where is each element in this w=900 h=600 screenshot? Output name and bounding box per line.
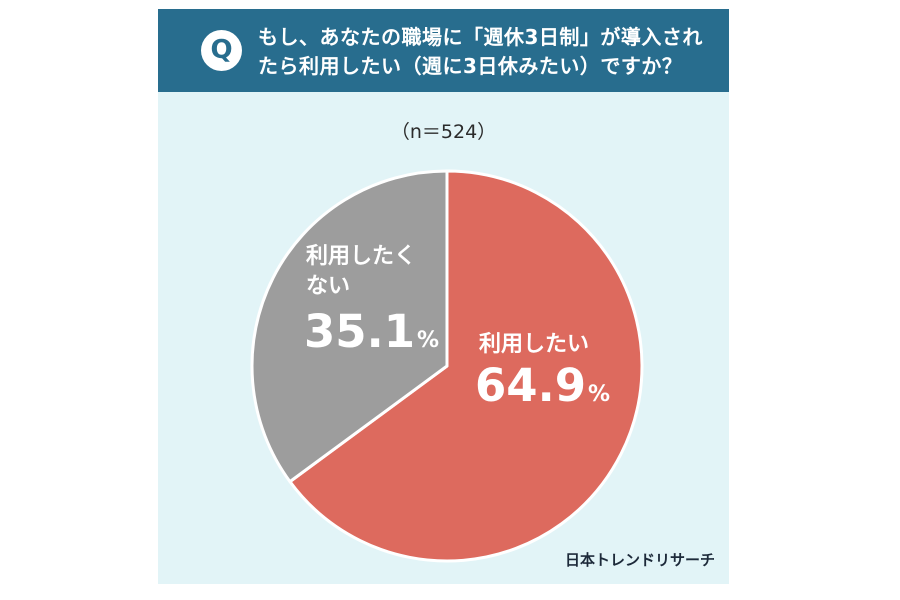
slice-value-use-number: 64.9 (475, 359, 587, 412)
slice-value-not-use: 35.1% (304, 305, 439, 358)
slice-value-use-unit: % (588, 382, 611, 407)
sample-size: （n＝524） (390, 121, 497, 143)
question-badge: Q (201, 30, 242, 71)
question-header: Q もし、あなたの職場に「週休3日制」が導入され たら利用したい（週に3日休みた… (158, 9, 729, 92)
slice-label-use: 利用したい (479, 332, 590, 357)
slice-value-use: 64.9% (475, 359, 610, 412)
pie-chart (250, 169, 644, 563)
slice-value-not-use-number: 35.1 (304, 305, 416, 358)
pie-slice-use (288, 169, 644, 563)
survey-card: Q もし、あなたの職場に「週休3日制」が導入され たら利用したい（週に3日休みた… (158, 9, 729, 584)
slice-label-not-use-line-2: ない (306, 274, 351, 299)
question-text: もし、あなたの職場に「週休3日制」が導入され たら利用したい（週に3日休みたい）… (258, 23, 718, 81)
question-line-1: もし、あなたの職場に「週休3日制」が導入され (258, 25, 703, 49)
slice-label-not-use: 利用したく ない (306, 242, 446, 302)
question-line-2: たら利用したい（週に3日休みたい）ですか？ (258, 54, 683, 78)
slice-label-not-use-line-1: 利用したく (306, 244, 417, 269)
pie-slice-not-use (250, 169, 449, 484)
slice-value-not-use-unit: % (417, 328, 440, 353)
source-credit: 日本トレンドリサーチ (564, 551, 715, 569)
